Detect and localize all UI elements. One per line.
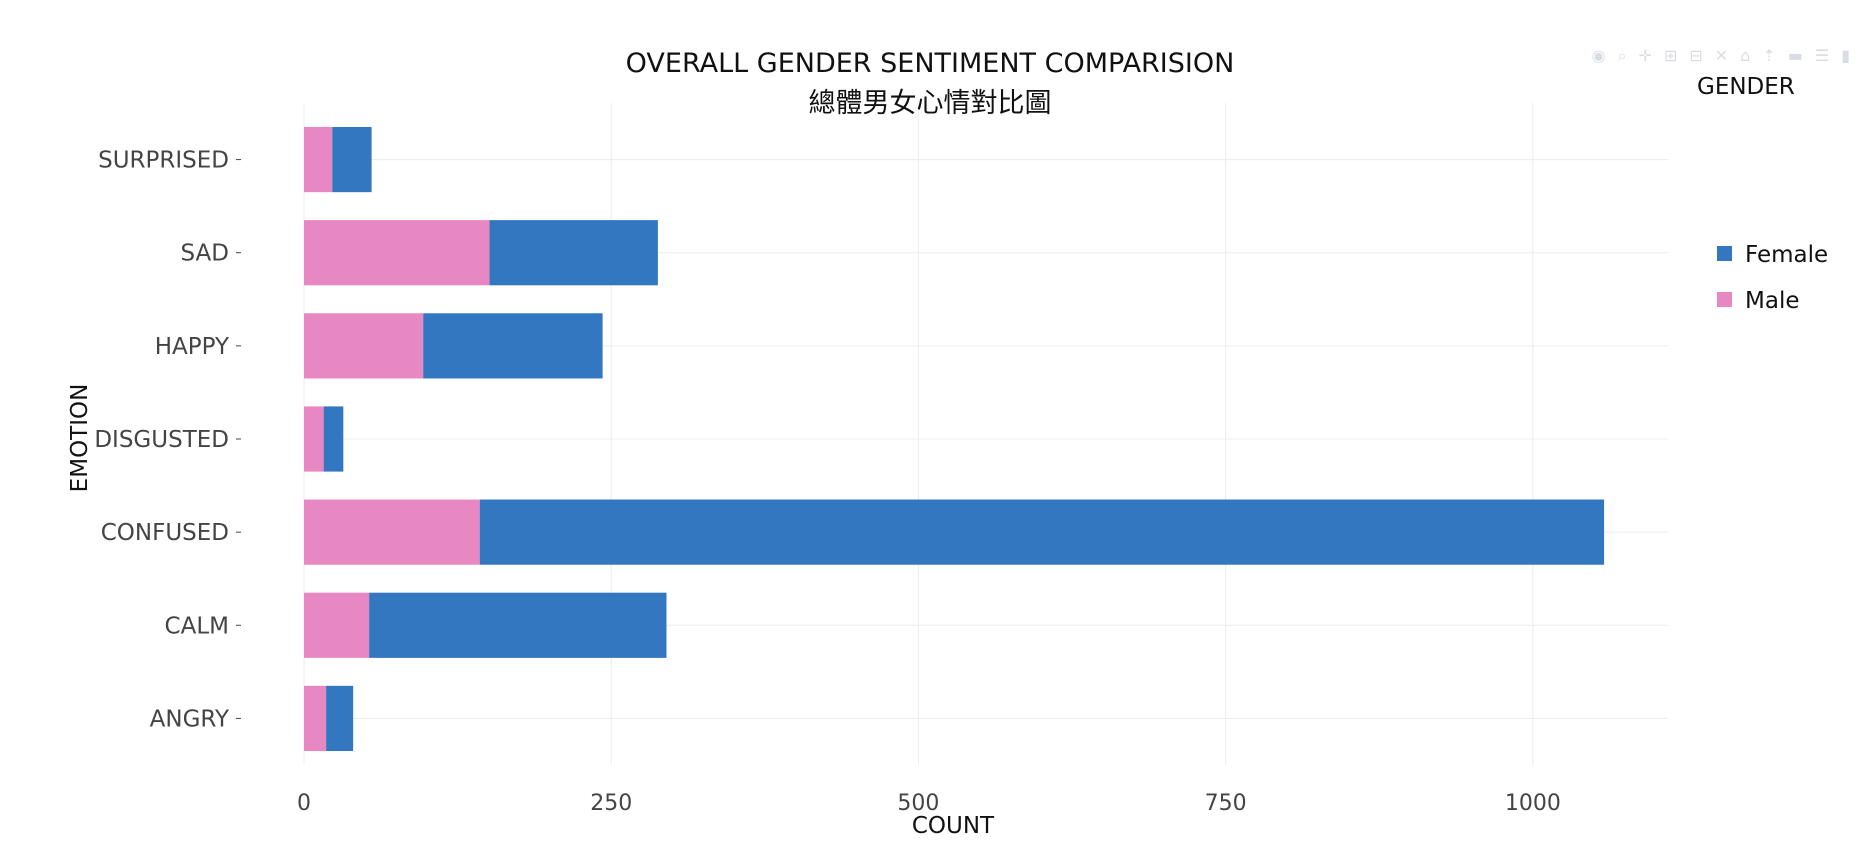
bar-male-confused[interactable] <box>304 499 480 565</box>
y-tick-label-disgusted: DISGUSTED <box>94 427 229 453</box>
zoom-icon[interactable]: ⌕ <box>1617 46 1627 65</box>
bar-female-disgusted[interactable] <box>323 406 344 472</box>
bars[interactable] <box>304 126 1605 752</box>
y-tick-label-happy: HAPPY <box>155 334 230 360</box>
spike-lines-icon[interactable]: ⇡ <box>1762 46 1776 65</box>
bar-male-disgusted[interactable] <box>304 406 324 472</box>
y-tick-label-sad: SAD <box>181 241 229 267</box>
autoscale-icon[interactable]: ✕ <box>1714 46 1729 65</box>
modebar[interactable]: ◉ ⌕ ✛ ⊞ ⊟ ✕ ⌂ ⇡ ▬ ☰ ▮ <box>1592 46 1850 66</box>
bar-male-sad[interactable] <box>304 220 490 286</box>
legend-items[interactable]: Female Male <box>1717 242 1828 314</box>
bar-female-calm[interactable] <box>369 592 667 658</box>
y-tick-label-angry: ANGRY <box>150 706 230 732</box>
x-axis-ticks: 0 250 500 750 1000 <box>297 791 1561 816</box>
x-tick-label: 500 <box>897 791 939 816</box>
y-axis-label: EMOTION <box>67 384 93 493</box>
legend-label-female[interactable]: Female <box>1745 242 1828 268</box>
chart-title: OVERALL GENDER SENTIMENT COMPARISION <box>626 48 1235 79</box>
zoom-out-icon[interactable]: ⊟ <box>1689 46 1703 65</box>
camera-icon[interactable]: ◉ <box>1591 46 1606 65</box>
chart-subtitle: 總體男女心情對比圖 <box>809 88 1052 119</box>
bar-male-calm[interactable] <box>304 592 370 658</box>
bar-female-confused[interactable] <box>479 499 1605 565</box>
bar-female-angry[interactable] <box>326 685 354 752</box>
bar-male-surprised[interactable] <box>304 126 333 193</box>
legend-swatch-male[interactable] <box>1717 292 1732 307</box>
pan-icon[interactable]: ✛ <box>1638 46 1652 65</box>
reset-axes-icon[interactable]: ⌂ <box>1740 46 1751 65</box>
grid-lines <box>303 103 1668 765</box>
logo-icon[interactable]: ▮ <box>1841 46 1850 65</box>
legend: GENDER Female Male <box>1697 74 1828 314</box>
legend-swatch-female[interactable] <box>1717 246 1732 261</box>
bar-female-sad[interactable] <box>489 220 658 286</box>
zoom-in-icon[interactable]: ⊞ <box>1663 46 1678 65</box>
x-tick-label: 0 <box>297 791 311 816</box>
bar-female-happy[interactable] <box>423 313 603 379</box>
y-tick-label-calm: CALM <box>165 613 229 639</box>
legend-label-male[interactable]: Male <box>1745 288 1799 314</box>
hover-closest-icon[interactable]: ▬ <box>1787 46 1803 65</box>
x-tick-label: 750 <box>1205 791 1247 816</box>
bar-male-angry[interactable] <box>304 685 327 752</box>
y-axis-ticks: ANGRY CALM CONFUSED DISGUSTED HAPPY SAD SURPRI… <box>94 148 241 732</box>
x-axis-label: COUNT <box>912 813 995 839</box>
x-tick-label: 1000 <box>1505 791 1561 816</box>
y-tick-label-surprised: SURPRISED <box>98 148 229 174</box>
bar-female-surprised[interactable] <box>332 126 372 193</box>
legend-title: GENDER <box>1697 74 1795 100</box>
bar-male-happy[interactable] <box>304 313 424 379</box>
y-tick-label-confused: CONFUSED <box>101 520 229 546</box>
hover-compare-icon[interactable]: ☰ <box>1814 46 1830 65</box>
x-tick-label: 250 <box>590 791 632 816</box>
